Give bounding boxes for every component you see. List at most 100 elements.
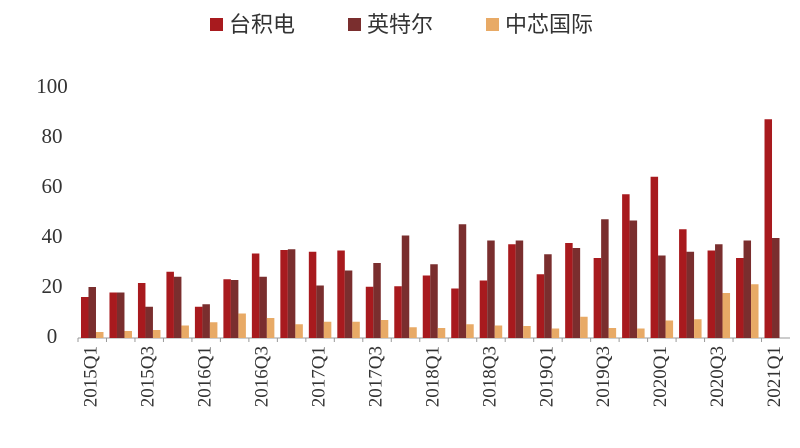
- x-tick-label: 2020Q3: [707, 346, 728, 407]
- bar: [88, 287, 96, 338]
- y-tick-label: 0: [47, 324, 58, 348]
- x-tick-label: 2019Q1: [536, 346, 557, 407]
- bar: [251, 253, 260, 338]
- bar: [544, 254, 552, 338]
- bar: [323, 321, 332, 338]
- bar: [593, 258, 602, 338]
- bar: [508, 244, 516, 338]
- bar: [515, 240, 524, 338]
- bar: [287, 249, 296, 338]
- bar: [430, 264, 438, 338]
- bar: [686, 251, 695, 338]
- bar: [352, 321, 360, 338]
- bar: [259, 276, 267, 338]
- x-tick-label: 2016Q1: [195, 346, 216, 407]
- bar: [409, 327, 417, 338]
- bar: [658, 255, 666, 338]
- bar: [422, 275, 431, 338]
- bar: [295, 324, 303, 338]
- bar: [637, 328, 645, 338]
- bar: [266, 318, 275, 338]
- bar: [230, 280, 239, 338]
- bar: [380, 320, 389, 338]
- bar: [401, 235, 410, 338]
- bar: [523, 326, 531, 338]
- bar: [479, 280, 488, 338]
- bar: [751, 284, 759, 338]
- bar: [715, 244, 723, 338]
- y-tick-label: 80: [42, 124, 63, 148]
- x-tick-label: 2019Q3: [593, 346, 614, 407]
- bar: [622, 194, 630, 338]
- x-tick-label: 2015Q1: [81, 346, 102, 407]
- bar: [764, 119, 773, 338]
- bar: [308, 251, 317, 338]
- bar: [124, 331, 132, 338]
- bar: [707, 250, 716, 338]
- bar: [365, 286, 374, 338]
- bar: [451, 288, 459, 338]
- bar: [458, 224, 467, 338]
- bar: [373, 263, 381, 338]
- bar: [565, 243, 573, 338]
- bar: [109, 292, 117, 338]
- bar: [650, 176, 659, 338]
- bar: [722, 293, 731, 338]
- bar: [181, 325, 189, 338]
- bar: [437, 328, 446, 338]
- bar: [551, 328, 560, 338]
- x-tick-label: 2018Q1: [422, 346, 443, 407]
- bar: [80, 297, 89, 338]
- bar: [152, 330, 161, 338]
- bar: [665, 320, 674, 338]
- bar: [736, 258, 744, 338]
- bar: [173, 276, 182, 338]
- y-tick-label: 100: [36, 74, 68, 98]
- bar: [772, 238, 780, 338]
- x-tick-label: 2017Q1: [308, 346, 329, 407]
- bar: [608, 328, 617, 338]
- bar: [487, 240, 495, 338]
- y-tick-label: 20: [42, 274, 63, 298]
- bar: [466, 324, 474, 338]
- bar: [694, 319, 702, 338]
- bar: [280, 250, 288, 338]
- bar: [194, 306, 203, 338]
- bar: [316, 285, 324, 338]
- y-tick-label: 40: [42, 224, 63, 248]
- bar: [394, 286, 402, 338]
- legend-label: 英特尔: [367, 13, 433, 38]
- bar: [601, 219, 609, 338]
- bar: [238, 313, 246, 338]
- bar: [223, 279, 231, 338]
- bar: [166, 271, 174, 338]
- bar: [337, 250, 345, 338]
- bar: [743, 240, 752, 338]
- bar: [137, 283, 146, 338]
- bar: [209, 322, 218, 338]
- x-tick-label: 2016Q3: [251, 346, 272, 407]
- bar: [536, 274, 545, 338]
- legend-swatch: [210, 18, 223, 31]
- bar: [580, 316, 588, 338]
- bar: [95, 332, 104, 338]
- legend-swatch: [348, 18, 361, 31]
- x-tick-label: 2017Q3: [365, 346, 386, 407]
- bar: [494, 325, 503, 338]
- x-tick-label: 2020Q1: [650, 346, 671, 407]
- x-tick-label: 2018Q3: [479, 346, 500, 407]
- bar: [629, 220, 638, 338]
- bar: [116, 292, 125, 338]
- bar: [679, 229, 687, 338]
- y-tick-label: 60: [42, 174, 63, 198]
- bar: [145, 306, 153, 338]
- legend-swatch: [486, 18, 499, 31]
- legend-label: 中芯国际: [505, 13, 593, 38]
- bar: [572, 248, 581, 338]
- legend-label: 台积电: [229, 13, 295, 38]
- x-tick-label: 2021Q1: [764, 346, 785, 407]
- bar: [344, 270, 353, 338]
- x-tick-label: 2015Q3: [138, 346, 159, 407]
- bar: [202, 304, 210, 338]
